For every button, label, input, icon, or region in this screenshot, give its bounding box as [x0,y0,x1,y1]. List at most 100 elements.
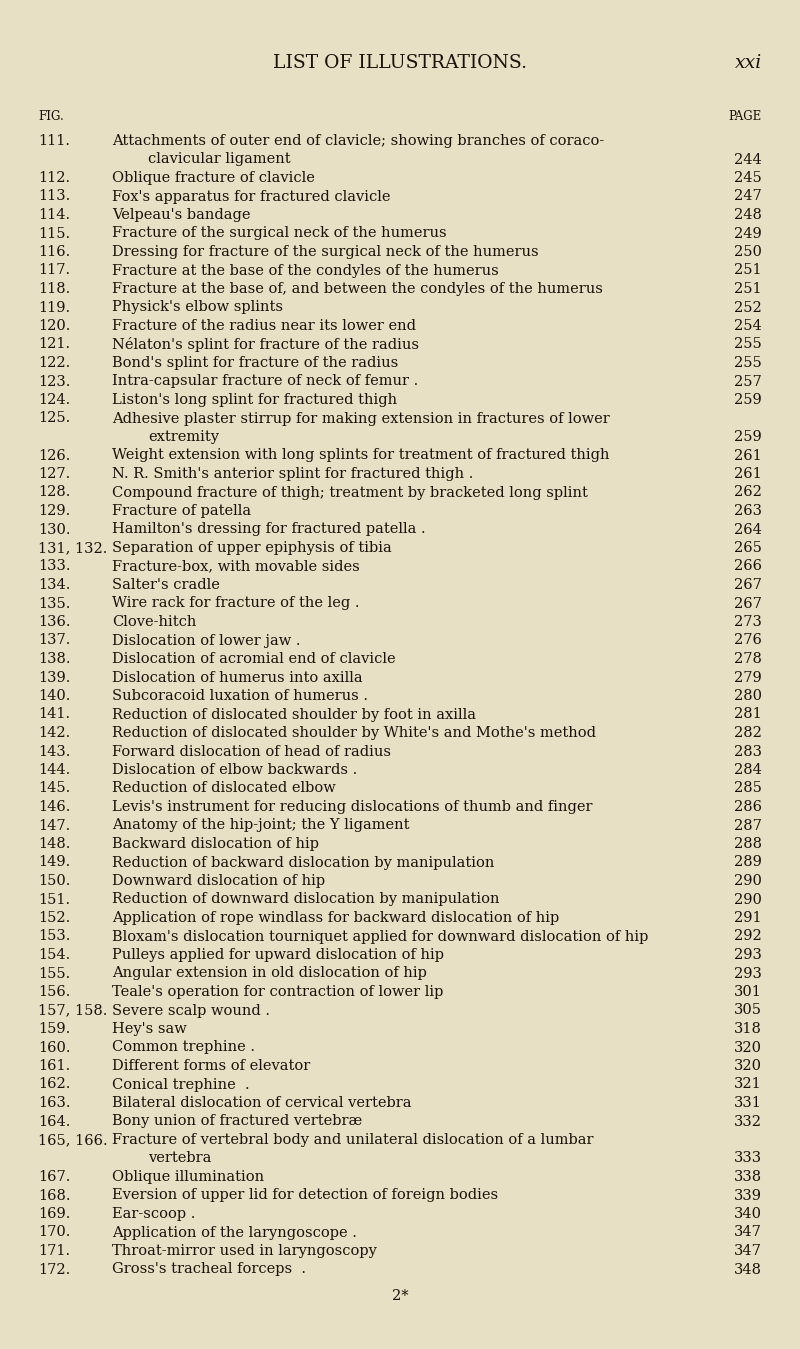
Text: Reduction of dislocated shoulder by foot in axilla: Reduction of dislocated shoulder by foot… [112,707,476,722]
Text: 128.: 128. [38,486,70,499]
Text: clavicular ligament: clavicular ligament [148,152,290,166]
Text: Nélaton's splint for fracture of the radius: Nélaton's splint for fracture of the rad… [112,336,419,352]
Text: Backward dislocation of hip: Backward dislocation of hip [112,836,319,851]
Text: 244: 244 [734,152,762,166]
Text: Application of the laryngoscope .: Application of the laryngoscope . [112,1225,357,1240]
Text: 248: 248 [734,208,762,223]
Text: 290: 290 [734,893,762,907]
Text: 152.: 152. [38,911,70,925]
Text: 121.: 121. [38,337,70,352]
Text: N. R. Smith's anterior splint for fractured thigh .: N. R. Smith's anterior splint for fractu… [112,467,474,482]
Text: 116.: 116. [38,246,70,259]
Text: 283: 283 [734,745,762,758]
Text: 134.: 134. [38,577,70,592]
Text: Teale's operation for contraction of lower lip: Teale's operation for contraction of low… [112,985,443,1000]
Text: vertebra: vertebra [148,1152,211,1166]
Text: 125.: 125. [38,411,70,425]
Text: Dressing for fracture of the surgical neck of the humerus: Dressing for fracture of the surgical ne… [112,246,538,259]
Text: 259: 259 [734,393,762,407]
Text: Fracture at the base of the condyles of the humerus: Fracture at the base of the condyles of … [112,263,498,278]
Text: Bilateral dislocation of cervical vertebra: Bilateral dislocation of cervical verteb… [112,1095,411,1110]
Text: 321: 321 [734,1078,762,1091]
Text: 145.: 145. [38,781,70,796]
Text: Intra-capsular fracture of neck of femur .: Intra-capsular fracture of neck of femur… [112,375,418,389]
Text: 114.: 114. [38,208,70,223]
Text: 265: 265 [734,541,762,554]
Text: Fracture of vertebral body and unilateral dislocation of a lumbar: Fracture of vertebral body and unilatera… [112,1133,594,1147]
Text: 131, 132.: 131, 132. [38,541,107,554]
Text: Oblique illumination: Oblique illumination [112,1170,264,1184]
Text: Fracture-box, with movable sides: Fracture-box, with movable sides [112,560,360,573]
Text: 140.: 140. [38,689,70,703]
Text: Salter's cradle: Salter's cradle [112,577,220,592]
Text: Dislocation of lower jaw .: Dislocation of lower jaw . [112,634,301,648]
Text: 156.: 156. [38,985,70,1000]
Text: 257: 257 [734,375,762,389]
Text: 157, 158.: 157, 158. [38,1004,107,1017]
Text: 154.: 154. [38,948,70,962]
Text: Dislocation of acromial end of clavicle: Dislocation of acromial end of clavicle [112,652,396,666]
Text: Application of rope windlass for backward dislocation of hip: Application of rope windlass for backwar… [112,911,559,925]
Text: 138.: 138. [38,652,70,666]
Text: 112.: 112. [38,171,70,185]
Text: 320: 320 [734,1040,762,1055]
Text: Reduction of downward dislocation by manipulation: Reduction of downward dislocation by man… [112,893,499,907]
Text: extremity: extremity [148,430,219,444]
Text: 169.: 169. [38,1207,70,1221]
Text: 262: 262 [734,486,762,499]
Text: 273: 273 [734,615,762,629]
Text: Pulleys applied for upward dislocation of hip: Pulleys applied for upward dislocation o… [112,948,444,962]
Text: 165, 166.: 165, 166. [38,1133,108,1147]
Text: 291: 291 [734,911,762,925]
Text: Downward dislocation of hip: Downward dislocation of hip [112,874,325,888]
Text: Dislocation of elbow backwards .: Dislocation of elbow backwards . [112,764,358,777]
Text: Levis's instrument for reducing dislocations of thumb and finger: Levis's instrument for reducing dislocat… [112,800,593,813]
Text: 284: 284 [734,764,762,777]
Text: 293: 293 [734,948,762,962]
Text: 124.: 124. [38,393,70,407]
Text: xxi: xxi [734,54,762,71]
Text: Velpeau's bandage: Velpeau's bandage [112,208,250,223]
Text: Attachments of outer end of clavicle; showing branches of coraco-: Attachments of outer end of clavicle; sh… [112,134,604,148]
Text: 127.: 127. [38,467,70,482]
Text: 120.: 120. [38,318,70,333]
Text: 155.: 155. [38,966,70,981]
Text: Anatomy of the hip-joint; the Y ligament: Anatomy of the hip-joint; the Y ligament [112,819,410,832]
Text: 147.: 147. [38,819,70,832]
Text: 164.: 164. [38,1114,70,1129]
Text: 151.: 151. [38,893,70,907]
Text: 250: 250 [734,246,762,259]
Text: 251: 251 [734,263,762,278]
Text: 267: 267 [734,596,762,611]
Text: 142.: 142. [38,726,70,741]
Text: PAGE: PAGE [729,111,762,123]
Text: 339: 339 [734,1188,762,1202]
Text: 259: 259 [734,430,762,444]
Text: 133.: 133. [38,560,70,573]
Text: Reduction of dislocated shoulder by White's and Mothe's method: Reduction of dislocated shoulder by Whit… [112,726,596,741]
Text: 333: 333 [734,1152,762,1166]
Text: 153.: 153. [38,929,70,943]
Text: 276: 276 [734,634,762,648]
Text: Fracture of the radius near its lower end: Fracture of the radius near its lower en… [112,318,416,333]
Text: Hey's saw: Hey's saw [112,1023,186,1036]
Text: 146.: 146. [38,800,70,813]
Text: 172.: 172. [38,1263,70,1276]
Text: Fox's apparatus for fractured clavicle: Fox's apparatus for fractured clavicle [112,189,390,204]
Text: Weight extension with long splints for treatment of fractured thigh: Weight extension with long splints for t… [112,448,610,463]
Text: 245: 245 [734,171,762,185]
Text: 159.: 159. [38,1023,70,1036]
Text: Adhesive plaster stirrup for making extension in fractures of lower: Adhesive plaster stirrup for making exte… [112,411,610,425]
Text: 162.: 162. [38,1078,70,1091]
Text: 331: 331 [734,1095,762,1110]
Text: 278: 278 [734,652,762,666]
Text: Ear-scoop .: Ear-scoop . [112,1207,195,1221]
Text: 264: 264 [734,522,762,537]
Text: Fracture of the surgical neck of the humerus: Fracture of the surgical neck of the hum… [112,227,446,240]
Text: 338: 338 [734,1170,762,1184]
Text: 285: 285 [734,781,762,796]
Text: Conical trephine  .: Conical trephine . [112,1078,250,1091]
Text: 143.: 143. [38,745,70,758]
Text: Reduction of dislocated elbow: Reduction of dislocated elbow [112,781,336,796]
Text: 171.: 171. [38,1244,70,1259]
